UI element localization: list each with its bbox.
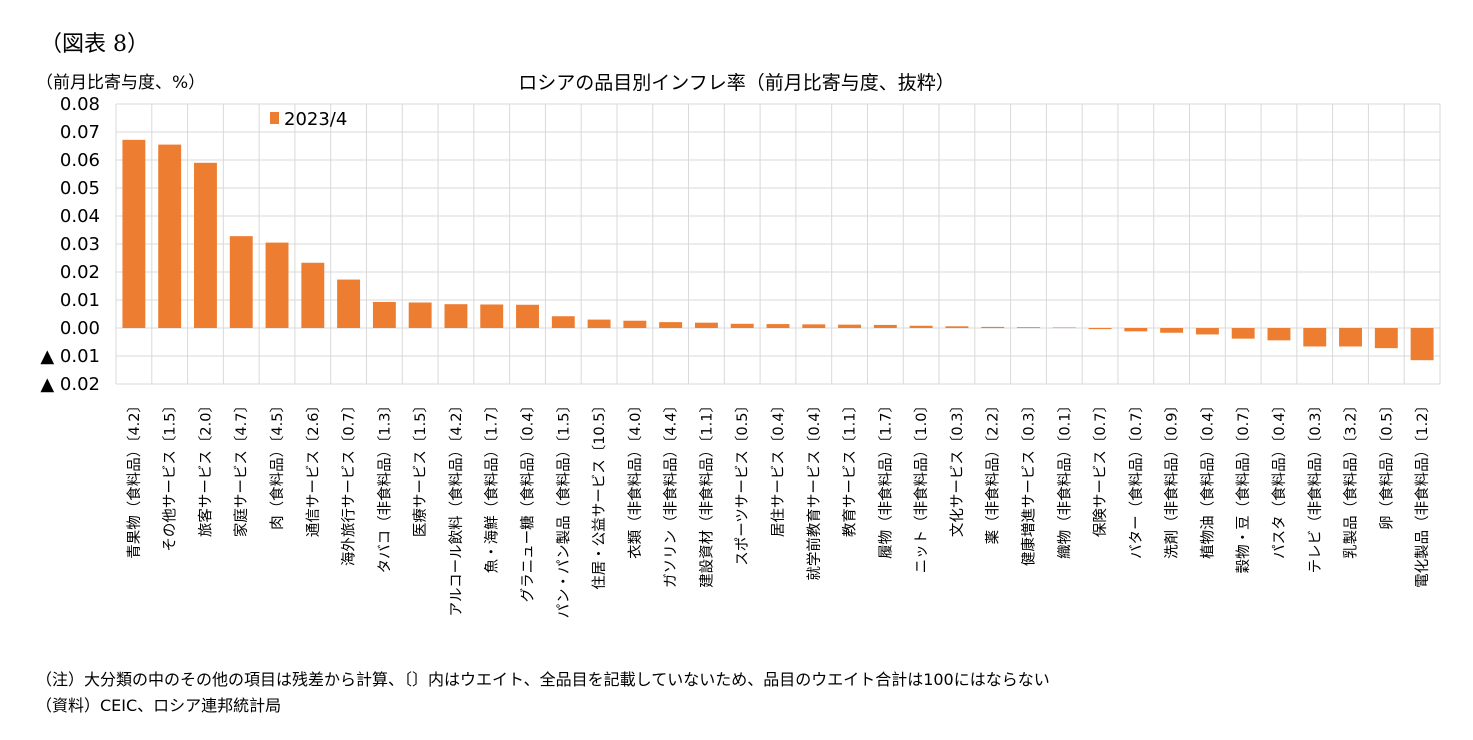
bar <box>122 139 146 328</box>
y-tick-label: 0.07 <box>60 122 100 143</box>
x-category-label: 青果物（食料品）〔4.2〕 <box>126 398 143 559</box>
bar <box>873 324 897 328</box>
bar <box>1017 327 1040 328</box>
x-category-label: 乳製品（食料品）〔3.2〕 <box>1343 398 1360 559</box>
chart-title: ロシアの品目別インフレ率（前月比寄与度、抜粋） <box>518 72 955 94</box>
bar <box>1052 327 1076 329</box>
x-category-label: バター（食料品）〔0.7〕 <box>1128 398 1145 559</box>
gridlines <box>115 103 1441 385</box>
x-category-label: 家庭サービス〔4.7〕 <box>233 398 250 537</box>
x-category-label: 海外旅行サービス〔0.7〕 <box>341 398 358 566</box>
x-category-label: 肉（食料品）〔4.5〕 <box>269 398 286 530</box>
x-category-label: 医療サービス〔1.5〕 <box>412 398 429 537</box>
bar <box>337 279 361 328</box>
y-tick-label: 0.06 <box>60 150 100 171</box>
y-tick-label: ▲ 0.02 <box>40 374 100 395</box>
bar <box>1195 328 1219 335</box>
legend: 2023/4 <box>270 109 347 130</box>
bar-chart: 0.08 0.07 0.06 0.05 0.04 0.03 0.02 0.01 0.00 ▲ 0.… <box>40 94 1441 618</box>
x-category-label: グラニュー糖（食料品）〔0.4〕 <box>520 398 537 602</box>
bar <box>1374 328 1398 349</box>
bar <box>981 326 1005 328</box>
bar <box>265 242 289 328</box>
x-category-label: 織物（非食料品）〔0.1〕 <box>1056 398 1073 559</box>
legend-swatch <box>270 112 279 124</box>
bar <box>194 162 217 328</box>
y-tick-label: 0.02 <box>60 262 100 283</box>
bar <box>730 323 754 328</box>
y-tick-label: 0.01 <box>60 290 100 311</box>
chart-note: （注）大分類の中のその他の項目は残差から計算、〔〕内はウエイト、全品目を記載して… <box>36 670 1050 689</box>
bar <box>766 324 790 328</box>
x-category-label: テレビ（非食料品）〔0.3〕 <box>1307 398 1324 573</box>
x-category-label: 洗剤（非食料品）〔0.9〕 <box>1164 398 1181 559</box>
x-axis: 青果物（食料品）〔4.2〕 その他サービス〔1.5〕 旅客サービス〔2.0〕 家庭サー… <box>126 398 1431 618</box>
x-category-label: 教育サービス〔1.1〕 <box>842 398 859 537</box>
x-category-label: 文化サービス〔0.3〕 <box>949 398 966 537</box>
bar <box>408 302 432 328</box>
x-category-label: 穀物・豆（食料品）〔0.7〕 <box>1235 398 1252 573</box>
x-category-label: パン・パン製品（食料品）〔1.5〕 <box>555 398 572 618</box>
bar <box>909 325 933 328</box>
bar <box>1267 328 1291 341</box>
x-category-label: 電化製品（非食料品）〔1.2〕 <box>1414 398 1431 588</box>
y-tick-label: 0.08 <box>60 94 100 115</box>
legend-label: 2023/4 <box>284 109 347 130</box>
bar <box>802 324 826 328</box>
x-category-label: スポーツサービス〔0.5〕 <box>734 398 751 566</box>
x-category-label: 健康増進サービス〔0.3〕 <box>1020 398 1037 566</box>
x-category-label: 履物（非食料品）〔1.7〕 <box>877 398 894 559</box>
chart-source: （資料）CEIC、ロシア連邦統計局 <box>36 696 282 715</box>
x-category-label: 薬（非食料品）〔2.2〕 <box>985 398 1002 544</box>
y-tick-label: 0.03 <box>60 234 100 255</box>
bar <box>229 236 253 328</box>
y-tick-label: 0.00 <box>60 318 100 339</box>
x-category-label: 衣類（非食料品）〔4.0〕 <box>627 398 644 559</box>
x-category-label: 旅客サービス〔2.0〕 <box>197 398 214 537</box>
bar <box>587 319 611 328</box>
bar <box>1088 328 1112 330</box>
bar <box>551 316 575 328</box>
x-category-label: 魚・海鮮（食料品）〔1.7〕 <box>484 398 501 573</box>
bar <box>1160 328 1184 333</box>
x-category-label: パスタ（食料品）〔0.4〕 <box>1271 398 1288 559</box>
bar <box>516 304 539 328</box>
bar <box>1124 328 1148 332</box>
bar <box>945 326 969 328</box>
bar <box>1339 328 1362 347</box>
bar <box>158 144 182 328</box>
bar <box>659 322 683 328</box>
x-category-label: 建設資材（非食料品）〔1.1〕 <box>698 398 715 588</box>
bar <box>301 262 325 328</box>
figure-label: （図表 8） <box>40 32 149 57</box>
x-category-label: 住居・公益サービス〔10.5〕 <box>591 398 608 590</box>
bar <box>694 322 718 328</box>
x-category-label: 保険サービス〔0.7〕 <box>1092 398 1109 537</box>
y-tick-label: ▲ 0.01 <box>40 346 100 367</box>
bar <box>372 301 396 328</box>
x-category-label: 卵（食料品）〔0.5〕 <box>1378 398 1395 530</box>
x-category-label: ガソリン（非食料品）〔4.4〕 <box>663 398 680 588</box>
y-tick-label: 0.05 <box>60 178 100 199</box>
x-category-label: 通信サービス〔2.6〕 <box>305 398 322 537</box>
bar <box>1303 328 1327 347</box>
x-category-label: 居住サービス〔0.4〕 <box>770 398 787 537</box>
x-category-label: ニット（非食料品）〔1.0〕 <box>913 398 930 573</box>
bar <box>1410 328 1434 361</box>
y-axis: 0.08 0.07 0.06 0.05 0.04 0.03 0.02 0.01 0.00 ▲ 0.… <box>40 94 100 395</box>
bar <box>444 304 468 328</box>
bar <box>1231 328 1255 339</box>
bar <box>480 304 504 328</box>
x-category-label: 就学前教育サービス〔0.4〕 <box>806 398 823 581</box>
x-category-label: その他サービス〔1.5〕 <box>162 398 179 552</box>
x-category-label: アルコール飲料（食料品）〔4.2〕 <box>448 398 465 616</box>
bar <box>623 320 647 328</box>
x-category-label: 植物油（食料品）〔0.4〕 <box>1199 398 1216 559</box>
x-category-label: タバコ（非食料品）〔1.3〕 <box>376 398 393 573</box>
y-tick-label: 0.04 <box>60 206 100 227</box>
y-axis-unit-label: （前月比寄与度、%） <box>36 73 206 93</box>
bars <box>122 139 1434 361</box>
bar <box>838 324 862 328</box>
